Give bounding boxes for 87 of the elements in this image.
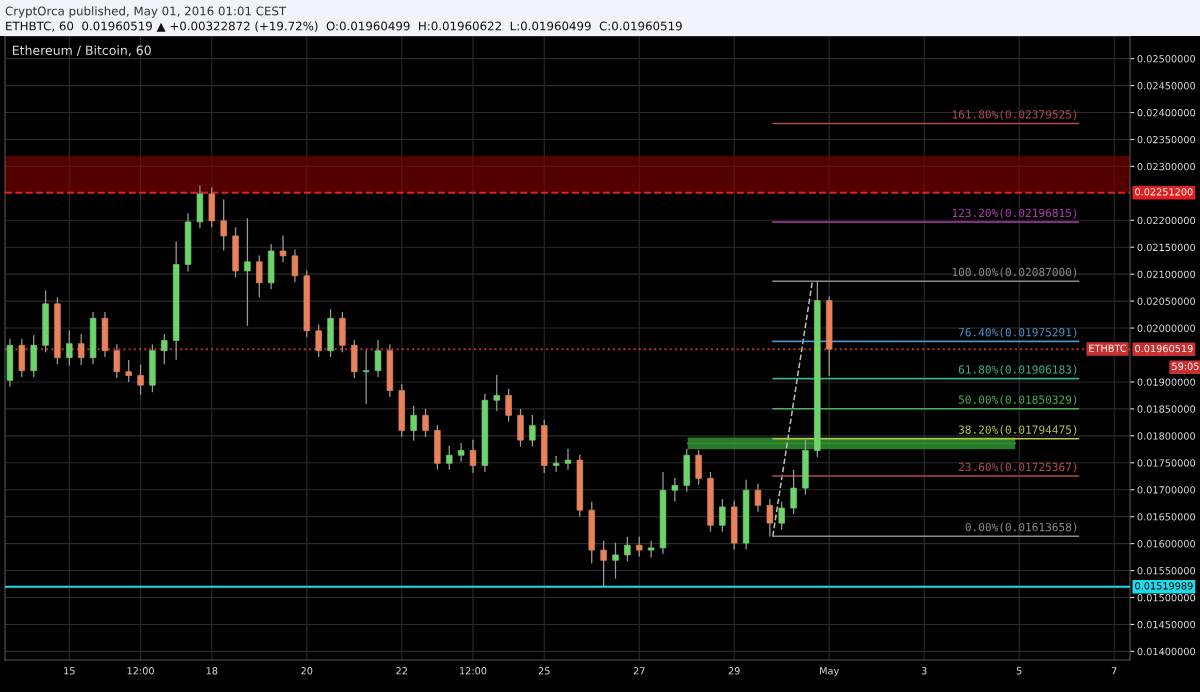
candlestick xyxy=(77,333,85,366)
series-label: 76.40%(0.01975291) xyxy=(958,327,1077,338)
candlestick xyxy=(362,350,370,405)
candlestick xyxy=(766,498,774,537)
x-tick-label: 20 xyxy=(301,667,313,675)
y-tick-label: 0.01500000 xyxy=(1137,593,1196,602)
x-tick-label: 18 xyxy=(206,667,218,675)
candlestick xyxy=(113,344,121,379)
y-tick-label: 0.01800000 xyxy=(1137,432,1196,440)
y-tick-label: 0.02500000 xyxy=(1137,55,1196,63)
candlestick xyxy=(457,442,465,462)
y-tick-label: 0.01700000 xyxy=(1137,486,1196,494)
candlestick xyxy=(624,536,631,562)
y-tick-label: 0.01450000 xyxy=(1137,620,1196,629)
y-tick-label: 0.01850000 xyxy=(1137,405,1196,413)
text: 59:05 xyxy=(1172,362,1199,370)
y-tick-label: 0.02050000 xyxy=(1137,297,1196,305)
candlestick xyxy=(256,255,263,298)
candlestick xyxy=(719,498,726,532)
candlestick xyxy=(161,333,168,365)
ref-line-label: 0.02251200 xyxy=(1135,188,1193,196)
y-tick-label: 0.02450000 xyxy=(1137,82,1196,90)
y-tick-label: 0.02100000 xyxy=(1137,270,1196,279)
x-tick-label: 27 xyxy=(633,667,645,675)
candlestick xyxy=(410,405,417,441)
candlestick xyxy=(244,218,251,326)
y-tick-label: 0.01400000 xyxy=(1137,647,1196,656)
candlestick xyxy=(505,388,512,422)
text: Ethereum / Bitcoin, 60 xyxy=(12,45,151,57)
y-tick-label: 0.02000000 xyxy=(1137,324,1196,332)
series-label: 123.20%(0.02196815) xyxy=(952,208,1077,219)
x-tick-label: 12:00 xyxy=(460,667,487,675)
y-tick-label: 0.01900000 xyxy=(1137,378,1196,386)
y-tick-label: 0.02400000 xyxy=(1137,109,1196,117)
candlestick xyxy=(600,540,607,587)
candlestick xyxy=(647,540,655,558)
candlestick xyxy=(374,339,382,378)
text: CryptOrca published, May 01, 2016 01:01 CEST xyxy=(5,6,287,18)
candlestick xyxy=(137,364,144,395)
candlestick xyxy=(315,324,322,358)
x-tick-label: 5 xyxy=(1016,667,1022,675)
candlestick xyxy=(552,455,560,473)
x-tick-label: 12:00 xyxy=(127,667,154,675)
ref-line-label: 0.01960519 xyxy=(1135,344,1193,353)
candlestick xyxy=(778,501,785,530)
candlestick xyxy=(529,414,536,447)
candlestick xyxy=(671,477,679,502)
x-tick-label: 25 xyxy=(538,667,550,675)
x-tick-label: 3 xyxy=(921,667,927,675)
y-tick-label: 0.01600000 xyxy=(1137,540,1196,548)
candlestick xyxy=(754,483,762,512)
series-label: 161.80%(0.02379525) xyxy=(952,110,1077,120)
x-tick-label: 15 xyxy=(64,667,75,675)
y-tick-label: 0.02150000 xyxy=(1137,243,1196,252)
text: ETHBTC, 60 0.01960519 ▲ +0.00322872 (+19.72%) O:0.01960499 H:0.01960622 L:0.01960499 C:0.01960519 xyxy=(6,21,682,32)
y-tick-label: 0.01750000 xyxy=(1137,459,1196,467)
candlestick xyxy=(279,235,287,263)
series-label: 23.60%(0.01725367) xyxy=(958,462,1077,473)
series-label: 38.20%(0.01794475) xyxy=(958,425,1077,436)
candlestick xyxy=(220,199,227,251)
candlestick xyxy=(422,408,429,437)
series-label: 100.00%(0.02087000) xyxy=(952,267,1077,278)
y-tick-label: 0.02300000 xyxy=(1137,162,1196,171)
candlestick xyxy=(695,449,702,485)
y-tick-label: 0.01550000 xyxy=(1137,567,1196,575)
series-label: 61.80%(0.01906183) xyxy=(958,365,1077,375)
ref-line-label: 0.01519989 xyxy=(1135,582,1193,590)
annotation: ETHBTC xyxy=(1089,344,1127,352)
candlestick xyxy=(66,330,73,366)
candlestick xyxy=(612,542,619,579)
series-label: 0.00%(0.01613658) xyxy=(965,522,1077,533)
candlestick xyxy=(493,374,500,412)
x-tick-label: May xyxy=(820,667,839,677)
candlestick xyxy=(291,249,299,283)
x-tick-label: 7 xyxy=(1111,667,1117,675)
series-label: 50.00%(0.01850329) xyxy=(958,395,1077,406)
candlestick xyxy=(469,439,477,474)
candlestick xyxy=(125,359,132,383)
y-tick-label: 0.02200000 xyxy=(1137,216,1196,225)
y-tick-label: 0.01650000 xyxy=(1137,513,1196,521)
x-tick-label: 29 xyxy=(728,667,740,675)
candlestick xyxy=(790,469,797,515)
x-tick-label: 22 xyxy=(396,667,407,675)
y-tick-label: 0.02350000 xyxy=(1137,135,1196,144)
candlestick xyxy=(564,448,572,470)
candlestick xyxy=(636,536,643,557)
candlestick xyxy=(446,445,453,470)
